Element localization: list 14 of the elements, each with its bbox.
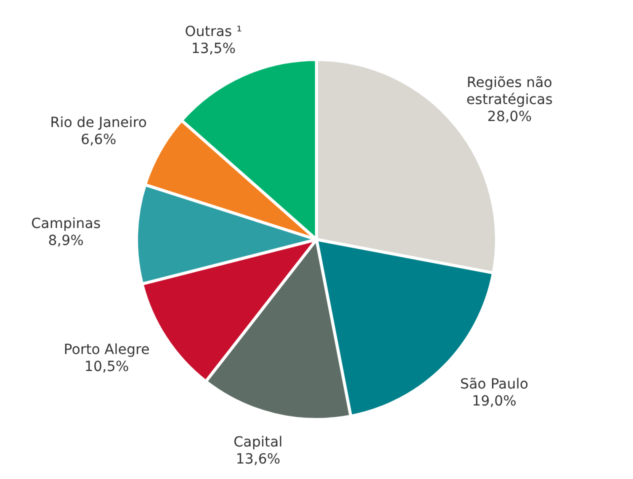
data-label: 8,9% bbox=[48, 233, 84, 250]
slice-label: São Paulo bbox=[460, 376, 528, 392]
data-label: 10,5% bbox=[84, 358, 129, 375]
data-label: 13,5% bbox=[191, 40, 236, 57]
slice-label: Outras ¹ bbox=[184, 24, 242, 40]
slice-label: Porto Alegre bbox=[64, 342, 150, 358]
slice-label: Capital bbox=[233, 434, 283, 451]
data-label: 28,0% bbox=[487, 109, 532, 126]
data-label: 19,0% bbox=[472, 393, 516, 410]
slice-label: Regiões não estratégicas bbox=[466, 75, 553, 108]
data-label: 6,6% bbox=[80, 132, 116, 148]
data-label: 13,6% bbox=[236, 452, 280, 468]
slice-label: Rio de Janeiro bbox=[50, 115, 147, 132]
slice-label: Campinas bbox=[31, 216, 101, 232]
